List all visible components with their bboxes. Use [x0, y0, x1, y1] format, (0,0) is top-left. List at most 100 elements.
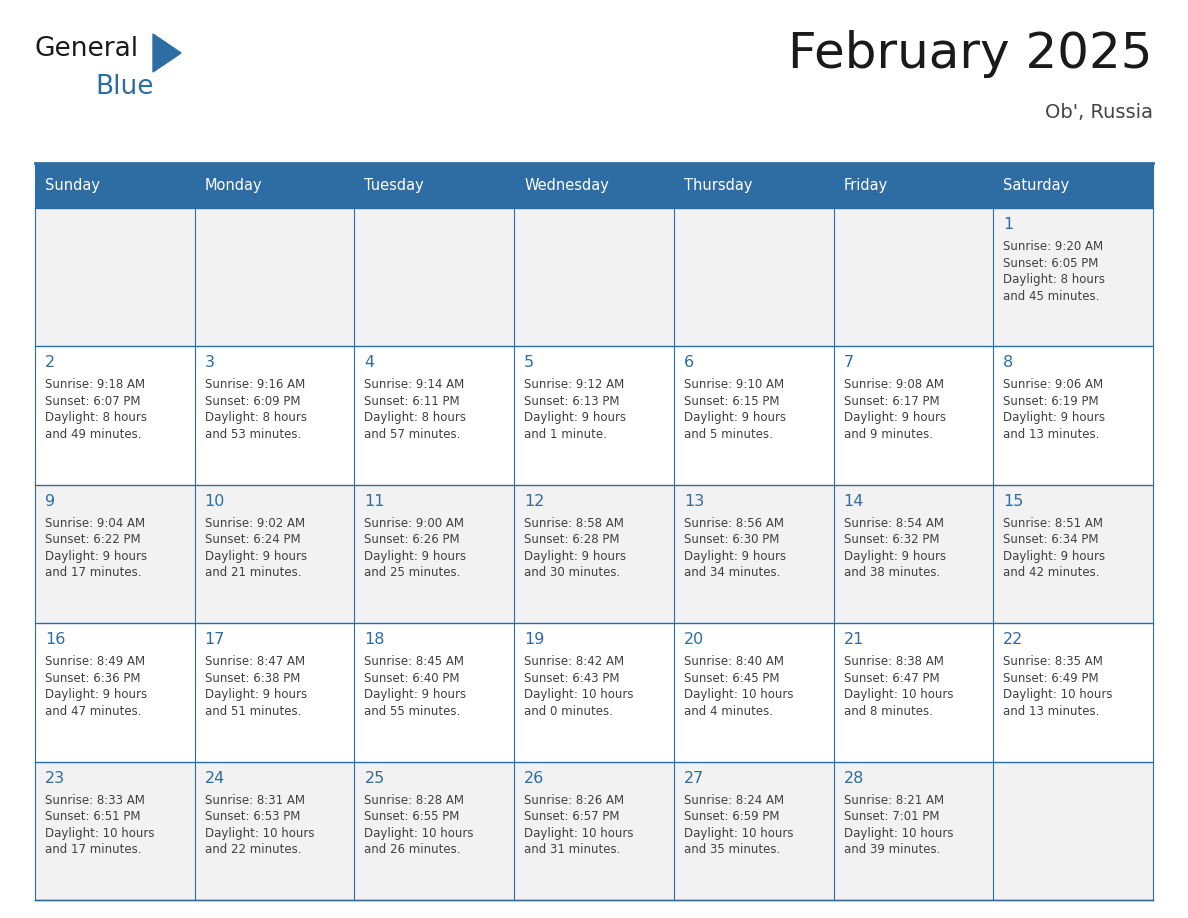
Bar	[195, 762, 354, 900]
Text: 28: 28	[843, 770, 864, 786]
Bar	[514, 762, 674, 900]
Text: 6: 6	[684, 355, 694, 370]
Text: Sunrise: 9:06 AM
Sunset: 6:19 PM
Daylight: 9 hours
and 13 minutes.: Sunrise: 9:06 AM Sunset: 6:19 PM Dayligh…	[1004, 378, 1105, 441]
Bar	[674, 762, 834, 900]
Text: 18: 18	[365, 633, 385, 647]
Text: 4: 4	[365, 355, 374, 370]
Text: 20: 20	[684, 633, 704, 647]
Text: 13: 13	[684, 494, 704, 509]
Bar	[354, 208, 514, 346]
Text: Sunrise: 8:45 AM
Sunset: 6:40 PM
Daylight: 9 hours
and 55 minutes.: Sunrise: 8:45 AM Sunset: 6:40 PM Dayligh…	[365, 655, 467, 718]
Text: 22: 22	[1004, 633, 1024, 647]
Text: 5: 5	[524, 355, 535, 370]
Text: 10: 10	[204, 494, 225, 509]
Bar	[34, 163, 1154, 208]
Text: Sunrise: 8:33 AM
Sunset: 6:51 PM
Daylight: 10 hours
and 17 minutes.: Sunrise: 8:33 AM Sunset: 6:51 PM Dayligh…	[45, 793, 154, 856]
Text: 24: 24	[204, 770, 225, 786]
Bar	[354, 346, 514, 485]
Bar	[993, 762, 1154, 900]
Text: Sunrise: 8:31 AM
Sunset: 6:53 PM
Daylight: 10 hours
and 22 minutes.: Sunrise: 8:31 AM Sunset: 6:53 PM Dayligh…	[204, 793, 314, 856]
Text: 21: 21	[843, 633, 864, 647]
Text: 25: 25	[365, 770, 385, 786]
Text: Sunrise: 8:58 AM
Sunset: 6:28 PM
Daylight: 9 hours
and 30 minutes.: Sunrise: 8:58 AM Sunset: 6:28 PM Dayligh…	[524, 517, 626, 579]
Text: Sunrise: 8:40 AM
Sunset: 6:45 PM
Daylight: 10 hours
and 4 minutes.: Sunrise: 8:40 AM Sunset: 6:45 PM Dayligh…	[684, 655, 794, 718]
Bar	[514, 208, 674, 346]
Text: Sunrise: 9:16 AM
Sunset: 6:09 PM
Daylight: 8 hours
and 53 minutes.: Sunrise: 9:16 AM Sunset: 6:09 PM Dayligh…	[204, 378, 307, 441]
Text: General: General	[34, 36, 139, 62]
Bar	[834, 346, 993, 485]
Text: Sunrise: 8:21 AM
Sunset: 7:01 PM
Daylight: 10 hours
and 39 minutes.: Sunrise: 8:21 AM Sunset: 7:01 PM Dayligh…	[843, 793, 953, 856]
Text: Sunrise: 9:02 AM
Sunset: 6:24 PM
Daylight: 9 hours
and 21 minutes.: Sunrise: 9:02 AM Sunset: 6:24 PM Dayligh…	[204, 517, 307, 579]
Bar	[674, 485, 834, 623]
Text: Sunrise: 9:12 AM
Sunset: 6:13 PM
Daylight: 9 hours
and 1 minute.: Sunrise: 9:12 AM Sunset: 6:13 PM Dayligh…	[524, 378, 626, 441]
Text: Wednesday: Wednesday	[524, 178, 609, 193]
Bar	[34, 485, 195, 623]
Text: 8: 8	[1004, 355, 1013, 370]
Text: 15: 15	[1004, 494, 1024, 509]
Bar	[195, 208, 354, 346]
Text: Thursday: Thursday	[684, 178, 752, 193]
Bar	[674, 623, 834, 762]
Text: Friday: Friday	[843, 178, 887, 193]
Text: February 2025: February 2025	[789, 30, 1154, 78]
Text: 2: 2	[45, 355, 55, 370]
Text: Tuesday: Tuesday	[365, 178, 424, 193]
Bar	[834, 485, 993, 623]
Text: Blue: Blue	[95, 74, 153, 100]
Bar	[195, 623, 354, 762]
Text: Sunrise: 8:56 AM
Sunset: 6:30 PM
Daylight: 9 hours
and 34 minutes.: Sunrise: 8:56 AM Sunset: 6:30 PM Dayligh…	[684, 517, 786, 579]
Bar	[674, 346, 834, 485]
Text: Sunrise: 9:18 AM
Sunset: 6:07 PM
Daylight: 8 hours
and 49 minutes.: Sunrise: 9:18 AM Sunset: 6:07 PM Dayligh…	[45, 378, 147, 441]
Bar	[993, 623, 1154, 762]
Bar	[514, 346, 674, 485]
Bar	[34, 762, 195, 900]
Text: Sunrise: 8:42 AM
Sunset: 6:43 PM
Daylight: 10 hours
and 0 minutes.: Sunrise: 8:42 AM Sunset: 6:43 PM Dayligh…	[524, 655, 633, 718]
Bar	[834, 623, 993, 762]
Text: Sunrise: 8:49 AM
Sunset: 6:36 PM
Daylight: 9 hours
and 47 minutes.: Sunrise: 8:49 AM Sunset: 6:36 PM Dayligh…	[45, 655, 147, 718]
Text: Sunrise: 8:38 AM
Sunset: 6:47 PM
Daylight: 10 hours
and 8 minutes.: Sunrise: 8:38 AM Sunset: 6:47 PM Dayligh…	[843, 655, 953, 718]
Text: Sunrise: 9:10 AM
Sunset: 6:15 PM
Daylight: 9 hours
and 5 minutes.: Sunrise: 9:10 AM Sunset: 6:15 PM Dayligh…	[684, 378, 786, 441]
Bar	[354, 623, 514, 762]
Bar	[993, 208, 1154, 346]
Text: 17: 17	[204, 633, 225, 647]
Polygon shape	[153, 34, 181, 72]
Bar	[514, 485, 674, 623]
Bar	[514, 623, 674, 762]
Text: Ob', Russia: Ob', Russia	[1045, 103, 1154, 122]
Text: Sunrise: 8:28 AM
Sunset: 6:55 PM
Daylight: 10 hours
and 26 minutes.: Sunrise: 8:28 AM Sunset: 6:55 PM Dayligh…	[365, 793, 474, 856]
Bar	[834, 208, 993, 346]
Text: Sunrise: 8:24 AM
Sunset: 6:59 PM
Daylight: 10 hours
and 35 minutes.: Sunrise: 8:24 AM Sunset: 6:59 PM Dayligh…	[684, 793, 794, 856]
Bar	[195, 485, 354, 623]
Text: 1: 1	[1004, 217, 1013, 232]
Text: 27: 27	[684, 770, 704, 786]
Text: Sunrise: 9:08 AM
Sunset: 6:17 PM
Daylight: 9 hours
and 9 minutes.: Sunrise: 9:08 AM Sunset: 6:17 PM Dayligh…	[843, 378, 946, 441]
Text: Sunrise: 9:00 AM
Sunset: 6:26 PM
Daylight: 9 hours
and 25 minutes.: Sunrise: 9:00 AM Sunset: 6:26 PM Dayligh…	[365, 517, 467, 579]
Bar	[34, 346, 195, 485]
Text: 11: 11	[365, 494, 385, 509]
Text: Sunrise: 8:54 AM
Sunset: 6:32 PM
Daylight: 9 hours
and 38 minutes.: Sunrise: 8:54 AM Sunset: 6:32 PM Dayligh…	[843, 517, 946, 579]
Text: 9: 9	[45, 494, 55, 509]
Text: Sunrise: 8:35 AM
Sunset: 6:49 PM
Daylight: 10 hours
and 13 minutes.: Sunrise: 8:35 AM Sunset: 6:49 PM Dayligh…	[1004, 655, 1113, 718]
Bar	[195, 346, 354, 485]
Text: Sunday: Sunday	[45, 178, 100, 193]
Text: 3: 3	[204, 355, 215, 370]
Bar	[354, 762, 514, 900]
Text: Sunrise: 9:04 AM
Sunset: 6:22 PM
Daylight: 9 hours
and 17 minutes.: Sunrise: 9:04 AM Sunset: 6:22 PM Dayligh…	[45, 517, 147, 579]
Text: Sunrise: 9:14 AM
Sunset: 6:11 PM
Daylight: 8 hours
and 57 minutes.: Sunrise: 9:14 AM Sunset: 6:11 PM Dayligh…	[365, 378, 467, 441]
Bar	[834, 762, 993, 900]
Text: Sunrise: 8:51 AM
Sunset: 6:34 PM
Daylight: 9 hours
and 42 minutes.: Sunrise: 8:51 AM Sunset: 6:34 PM Dayligh…	[1004, 517, 1105, 579]
Bar	[674, 208, 834, 346]
Bar	[34, 623, 195, 762]
Text: 14: 14	[843, 494, 864, 509]
Text: Saturday: Saturday	[1004, 178, 1069, 193]
Text: Monday: Monday	[204, 178, 263, 193]
Text: Sunrise: 9:20 AM
Sunset: 6:05 PM
Daylight: 8 hours
and 45 minutes.: Sunrise: 9:20 AM Sunset: 6:05 PM Dayligh…	[1004, 240, 1105, 303]
Bar	[34, 208, 195, 346]
Bar	[993, 346, 1154, 485]
Text: 16: 16	[45, 633, 65, 647]
Text: 23: 23	[45, 770, 65, 786]
Text: 12: 12	[524, 494, 544, 509]
Text: Sunrise: 8:26 AM
Sunset: 6:57 PM
Daylight: 10 hours
and 31 minutes.: Sunrise: 8:26 AM Sunset: 6:57 PM Dayligh…	[524, 793, 633, 856]
Text: 26: 26	[524, 770, 544, 786]
Bar	[354, 485, 514, 623]
